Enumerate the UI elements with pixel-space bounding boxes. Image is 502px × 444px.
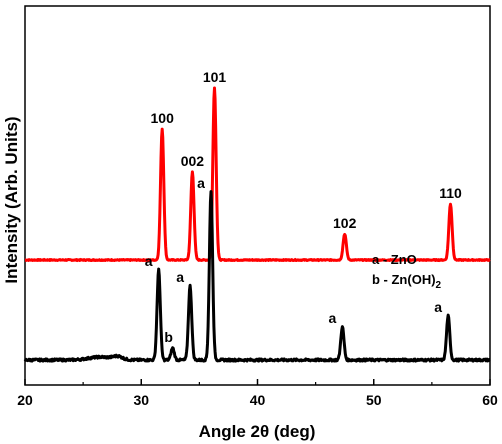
x-tick-label-30: 30 — [133, 392, 149, 408]
legend-entry-znoh2-text: b - Zn(OH) — [372, 272, 436, 287]
peak-label-zno-3: 102 — [333, 215, 357, 231]
peak-label-precursor-5: a — [434, 299, 442, 315]
x-tick-label-40: 40 — [250, 392, 266, 408]
legend-entry-zno: a - ZnO — [372, 252, 417, 267]
peak-label-precursor-2: a — [176, 269, 184, 285]
x-tick-label-50: 50 — [366, 392, 382, 408]
peak-label-precursor-0: a — [145, 253, 153, 269]
peak-label-zno-1: 002 — [181, 153, 205, 169]
series-layer — [23, 86, 491, 363]
x-axis-title: Angle 2θ (deg) — [199, 422, 316, 441]
peak-label-layer: 100 002 101 102 110 a b a a a a — [145, 69, 462, 345]
legend: a - ZnO b - Zn(OH)2 — [372, 252, 442, 291]
plot-frame — [24, 5, 491, 386]
legend-entry-znoh2: b - Zn(OH)2 — [372, 272, 442, 291]
peak-label-zno-4: 110 — [439, 185, 462, 201]
peak-label-precursor-1: b — [164, 329, 173, 345]
peak-label-precursor-3: a — [197, 175, 205, 191]
peak-label-precursor-4: a — [329, 310, 337, 326]
series-line-zno — [24, 86, 491, 262]
x-tick-layer: 20 30 40 50 60 — [17, 379, 498, 408]
y-axis-title: Intensity (Arb. Units) — [2, 116, 21, 283]
series-line-precursor — [23, 190, 491, 363]
x-tick-label-20: 20 — [17, 392, 33, 408]
x-tick-label-60: 60 — [482, 392, 498, 408]
legend-entry-znoh2-subscript: 2 — [436, 280, 442, 291]
peak-label-zno-0: 100 — [151, 110, 175, 126]
peak-label-zno-2: 101 — [203, 69, 227, 85]
